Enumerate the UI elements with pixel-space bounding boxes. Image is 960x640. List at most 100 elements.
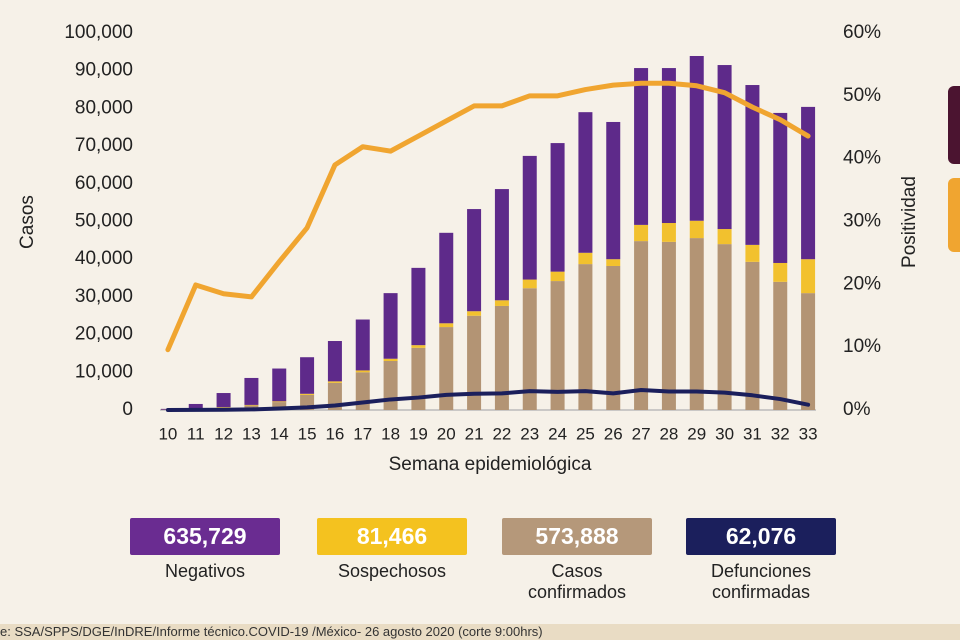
- bar: [355, 319, 370, 371]
- bar: [606, 259, 621, 266]
- bar: [773, 112, 788, 263]
- stat-card: 635,729 Negativos: [130, 518, 280, 582]
- bar: [634, 224, 649, 242]
- x-tick-label: 32: [771, 424, 790, 443]
- y2-tick-label: 60%: [843, 22, 881, 43]
- bar: [661, 68, 676, 224]
- bar: [578, 252, 593, 265]
- bar: [606, 121, 621, 260]
- x-tick-label: 29: [687, 424, 706, 443]
- bar: [717, 65, 732, 230]
- stat-card: 62,076 Defunciones confirmadas: [686, 518, 836, 603]
- bar: [578, 112, 593, 253]
- y2-tick-label: 0%: [843, 399, 871, 420]
- bar: [439, 232, 454, 324]
- stat-value: 81,466: [317, 518, 467, 555]
- bar: [439, 323, 454, 328]
- bar: [550, 281, 565, 410]
- bar: [745, 261, 760, 410]
- bar: [383, 293, 398, 359]
- y-tick-label: 80,000: [75, 97, 133, 118]
- stat-card: 573,888 Casos confirmados: [502, 518, 652, 603]
- x-tick-label: 12: [214, 424, 233, 443]
- stat-value: 635,729: [130, 518, 280, 555]
- bar: [634, 68, 649, 225]
- y-tick-label: 60,000: [75, 173, 133, 194]
- bar: [801, 259, 816, 294]
- y-axis-title: Casos: [17, 195, 38, 249]
- y-tick-label: 30,000: [75, 286, 133, 307]
- bar: [745, 244, 760, 262]
- bar: [439, 327, 454, 410]
- stat-label: Defunciones confirmadas: [710, 561, 812, 602]
- bar: [355, 370, 370, 373]
- bar: [272, 401, 287, 403]
- y-tick-label: 100,000: [64, 22, 133, 43]
- y2-axis-title: Positividad: [899, 176, 920, 268]
- x-tick-label: 20: [437, 424, 456, 443]
- bar: [661, 241, 676, 410]
- bar: [411, 267, 426, 346]
- bar: [550, 143, 565, 272]
- x-tick-label: 22: [492, 424, 511, 443]
- x-axis-title: Semana epidemiológica: [389, 454, 592, 475]
- bar: [216, 393, 231, 407]
- x-tick-label: 24: [548, 424, 567, 443]
- bar: [467, 209, 482, 312]
- x-tick-label: 19: [409, 424, 428, 443]
- x-tick-label: 16: [325, 424, 344, 443]
- x-tick-label: 23: [520, 424, 539, 443]
- y2-tick-label: 10%: [843, 336, 881, 357]
- y-tick-label: 50,000: [75, 211, 133, 232]
- x-tick-label: 14: [270, 424, 289, 443]
- x-tick-label: 15: [298, 424, 317, 443]
- bar: [300, 393, 315, 395]
- stat-label: Casos confirmados: [527, 561, 627, 602]
- y-tick-label: 40,000: [75, 248, 133, 269]
- line: [165, 80, 811, 353]
- x-tick-label: 27: [632, 424, 651, 443]
- x-tick-label: 28: [659, 424, 678, 443]
- bar: [522, 155, 537, 280]
- legend-swatch: [948, 178, 960, 252]
- stat-card: 81,466 Sospechosos: [317, 518, 467, 582]
- bar: [578, 264, 593, 410]
- bar: [634, 241, 649, 410]
- bar: [773, 262, 788, 282]
- bar: [522, 279, 537, 289]
- x-tick-label: 13: [242, 424, 261, 443]
- y2-tick-label: 20%: [843, 273, 881, 294]
- stat-label: Sospechosos: [337, 561, 447, 581]
- bar: [411, 347, 426, 410]
- bar: [773, 281, 788, 410]
- stat-label: Negativos: [164, 561, 246, 581]
- y-tick-label: 20,000: [75, 324, 133, 345]
- bar: [467, 311, 482, 316]
- x-tick-label: 30: [715, 424, 734, 443]
- stat-value: 573,888: [502, 518, 652, 555]
- y-tick-label: 0: [122, 399, 133, 420]
- bar: [661, 223, 676, 242]
- bar: [494, 305, 509, 410]
- stat-value: 62,076: [686, 518, 836, 555]
- x-tick-label: 31: [743, 424, 762, 443]
- x-tick-label: 18: [381, 424, 400, 443]
- bar: [300, 357, 315, 394]
- bar: [689, 220, 704, 239]
- bar: [689, 55, 704, 221]
- y2-tick-label: 50%: [843, 85, 881, 106]
- bar: [717, 244, 732, 410]
- bar: [383, 358, 398, 361]
- x-tick-label: 10: [158, 424, 177, 443]
- bar: [522, 288, 537, 410]
- bar: [801, 106, 816, 260]
- bar: [467, 315, 482, 410]
- bar: [244, 377, 259, 405]
- summary: 635,729 Negativos 81,466 Sospechosos 573,888…: [0, 518, 960, 618]
- bar: [745, 85, 760, 245]
- bar: [494, 300, 509, 306]
- bar: [801, 293, 816, 410]
- bar: [411, 345, 426, 348]
